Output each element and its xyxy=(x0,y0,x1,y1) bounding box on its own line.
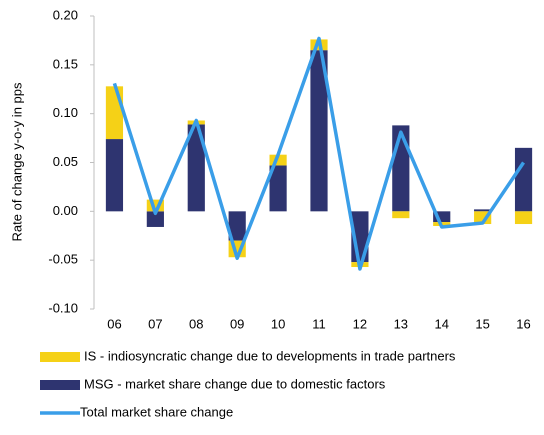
legend-label: Total market share change xyxy=(80,404,233,419)
bar xyxy=(187,124,205,212)
bar xyxy=(105,139,124,212)
x-tick-label: 15 xyxy=(475,316,489,331)
legend-label: MSG - market share change due to domesti… xyxy=(84,376,386,391)
bar xyxy=(146,199,164,212)
y-tick-label: -0.05 xyxy=(48,252,78,267)
x-tick-label: 09 xyxy=(230,316,244,331)
y-tick-label: -0.10 xyxy=(48,300,78,315)
bar xyxy=(474,209,492,212)
x-tick-label: 06 xyxy=(107,316,121,331)
bar xyxy=(514,211,533,225)
bar xyxy=(514,147,533,212)
legend-swatch xyxy=(40,352,80,362)
x-tick-label: 12 xyxy=(353,316,367,331)
bar xyxy=(269,154,287,166)
bar xyxy=(433,211,451,223)
x-tick-label: 07 xyxy=(148,316,162,331)
bar xyxy=(146,211,164,227)
line xyxy=(112,36,525,271)
y-tick-label: 0.05 xyxy=(53,154,78,169)
x-tick-label: 14 xyxy=(434,316,448,331)
x-tick-label: 10 xyxy=(271,316,285,331)
legend-label: IS - indiosyncratic change due to develo… xyxy=(84,348,456,363)
y-tick-label: 0.00 xyxy=(53,203,78,218)
bar xyxy=(310,50,328,212)
x-tick-label: 11 xyxy=(312,316,326,331)
legend-swatch xyxy=(40,380,80,390)
y-axis-label: Rate of change y-o-y in pps xyxy=(9,82,24,241)
y-tick-label: 0.15 xyxy=(53,56,78,71)
bar xyxy=(392,211,410,219)
bar xyxy=(228,211,246,241)
bar xyxy=(105,86,124,140)
x-tick-label: 16 xyxy=(516,316,530,331)
y-tick-label: 0.10 xyxy=(53,105,78,120)
y-tick-label: 0.20 xyxy=(53,7,78,22)
x-tick-label: 08 xyxy=(189,316,203,331)
x-tick-label: 13 xyxy=(394,316,408,331)
bar xyxy=(269,165,287,212)
